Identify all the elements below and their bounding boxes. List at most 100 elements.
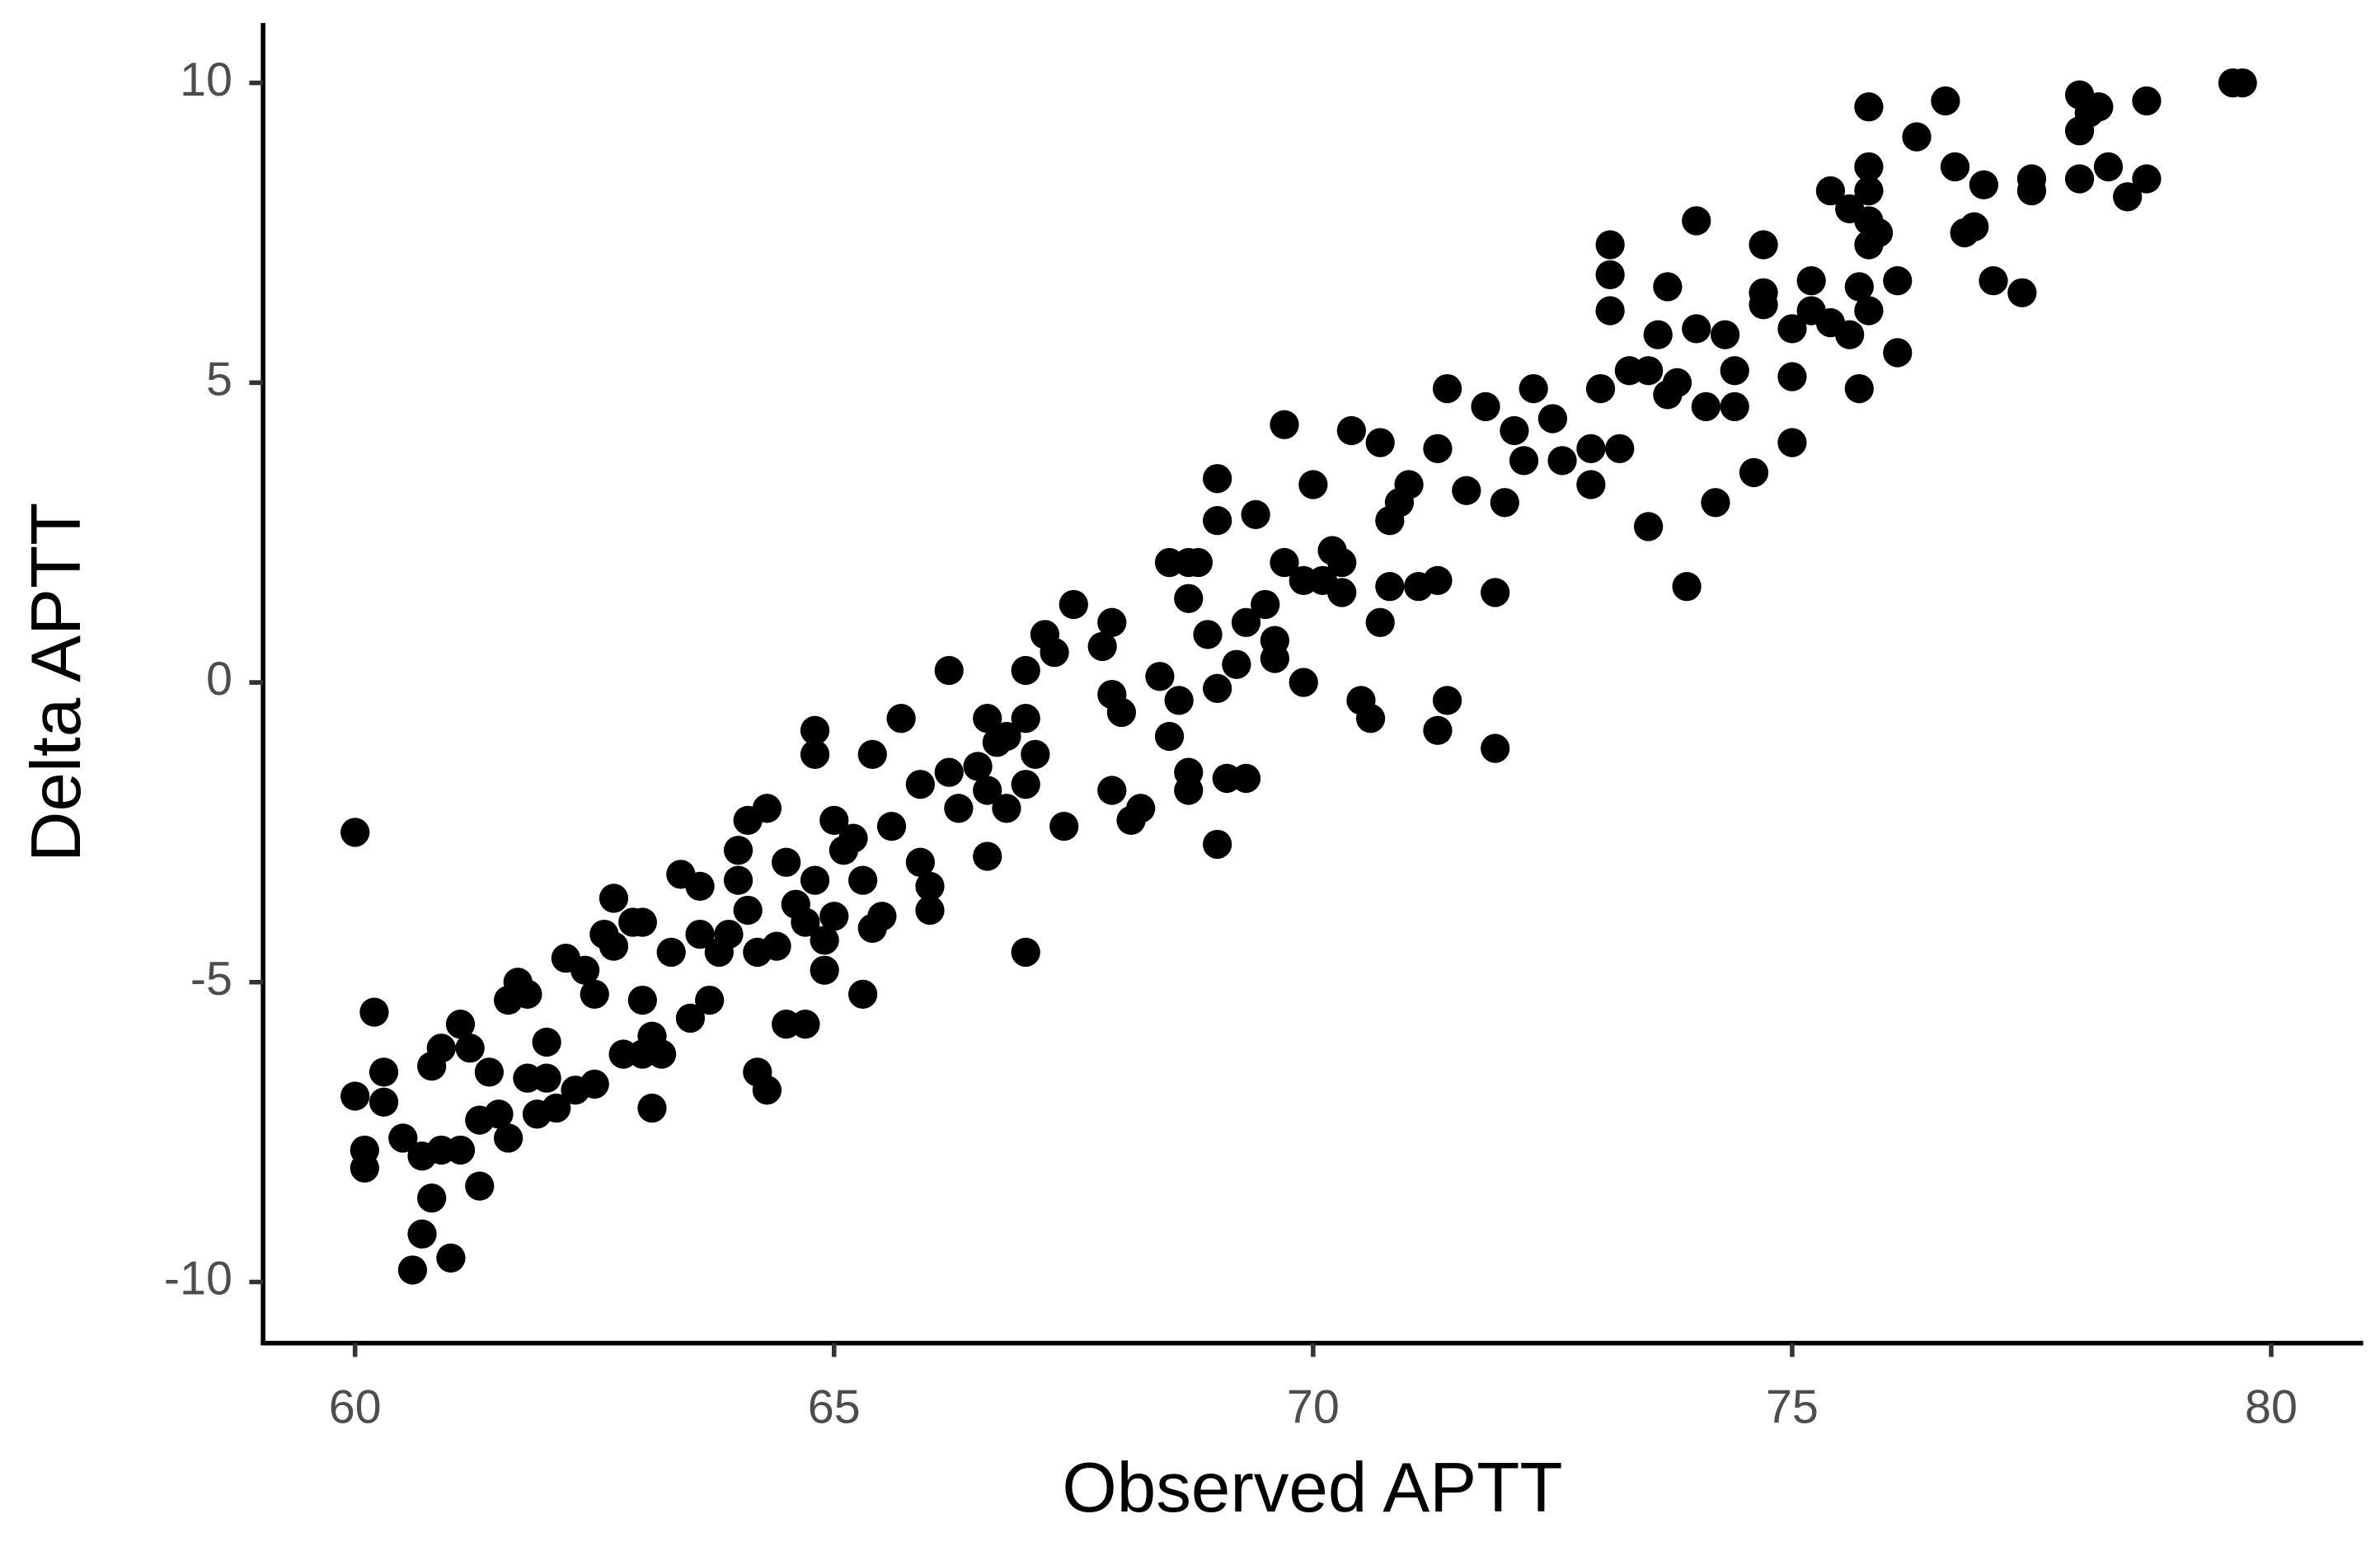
point (944, 794, 974, 823)
y-tick-label: 10 (180, 54, 232, 106)
point (1701, 488, 1730, 518)
point (1739, 457, 1769, 488)
point (1432, 373, 1462, 404)
point (675, 1003, 706, 1033)
y-tick-label: 5 (206, 353, 232, 405)
point (542, 1093, 571, 1123)
point (1126, 794, 1156, 823)
point (1749, 290, 1778, 320)
point (1423, 565, 1453, 596)
point (627, 985, 657, 1015)
point (1011, 655, 1040, 686)
point (599, 883, 629, 913)
point (810, 926, 839, 955)
point (1490, 488, 1519, 518)
point (340, 818, 370, 847)
x-tick-label: 70 (1287, 1381, 1340, 1434)
point (1777, 314, 1807, 344)
point (1164, 686, 1194, 715)
point (867, 902, 897, 931)
point (905, 770, 935, 799)
point (1682, 314, 1711, 344)
point (426, 1033, 456, 1063)
point (992, 794, 1021, 823)
point (2093, 152, 2124, 182)
point (1251, 589, 1280, 620)
point (627, 907, 657, 937)
point (685, 919, 715, 949)
point (876, 811, 907, 841)
point (646, 1039, 677, 1069)
point (772, 847, 801, 877)
point (685, 871, 715, 902)
x-tick-label: 80 (2245, 1381, 2298, 1434)
point (934, 757, 964, 787)
point (973, 776, 1002, 805)
point (1777, 428, 1807, 457)
point (1720, 356, 1749, 386)
point (359, 997, 389, 1027)
point (1960, 212, 1989, 241)
point (915, 895, 945, 926)
point (1844, 373, 1874, 404)
point (810, 955, 839, 985)
point (714, 919, 744, 949)
point (1432, 686, 1462, 715)
point (388, 1123, 418, 1153)
point (1537, 404, 1568, 434)
point (465, 1171, 495, 1201)
point (886, 704, 916, 734)
point (1183, 547, 1213, 578)
point (484, 1099, 514, 1129)
point (1298, 470, 1328, 499)
point (1365, 607, 1395, 637)
point (1854, 230, 1884, 260)
point (1231, 763, 1261, 794)
point (1854, 92, 1884, 122)
point (1691, 391, 1720, 422)
point (800, 739, 830, 769)
point (369, 1057, 399, 1087)
y-tick-label: -5 (190, 953, 232, 1005)
point (1203, 829, 1232, 860)
point (2113, 182, 2143, 212)
point (752, 1076, 782, 1105)
point (1633, 356, 1664, 386)
point (1796, 266, 1826, 296)
point (532, 1027, 561, 1057)
point (1193, 620, 1223, 649)
point (1452, 476, 1481, 505)
point (599, 931, 629, 961)
point (1260, 644, 1289, 673)
point (580, 1069, 609, 1099)
point (1662, 368, 1692, 397)
point (1289, 668, 1318, 697)
point (417, 1183, 447, 1213)
point (1585, 373, 1616, 404)
point (1174, 584, 1204, 613)
x-tick-label: 60 (329, 1381, 382, 1434)
point (1355, 704, 1386, 734)
point (752, 794, 782, 823)
point (570, 955, 600, 985)
point (1011, 704, 1040, 734)
point (1940, 152, 1970, 182)
point (973, 841, 1002, 871)
point (445, 1010, 476, 1039)
point (1021, 739, 1050, 769)
point (532, 1063, 561, 1093)
point (1931, 86, 1960, 116)
point (1969, 170, 1999, 199)
point (1481, 734, 1510, 763)
point (656, 937, 686, 968)
point (848, 865, 878, 895)
point (1270, 410, 1299, 439)
point (1815, 176, 1846, 206)
point (800, 865, 830, 895)
point (1375, 572, 1405, 602)
point (1720, 391, 1749, 422)
point (1682, 206, 1711, 236)
point (445, 1135, 476, 1165)
point (1097, 776, 1127, 805)
point (1203, 505, 1232, 536)
